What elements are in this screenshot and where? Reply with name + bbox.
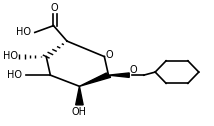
Text: O: O xyxy=(106,50,113,60)
Text: HO: HO xyxy=(3,51,18,61)
Text: OH: OH xyxy=(72,107,87,117)
Polygon shape xyxy=(76,86,83,105)
Text: HO: HO xyxy=(16,27,31,37)
Text: HO: HO xyxy=(7,70,22,80)
Text: O: O xyxy=(51,3,58,13)
Text: O: O xyxy=(130,65,137,75)
Polygon shape xyxy=(79,73,111,86)
Polygon shape xyxy=(108,73,129,77)
